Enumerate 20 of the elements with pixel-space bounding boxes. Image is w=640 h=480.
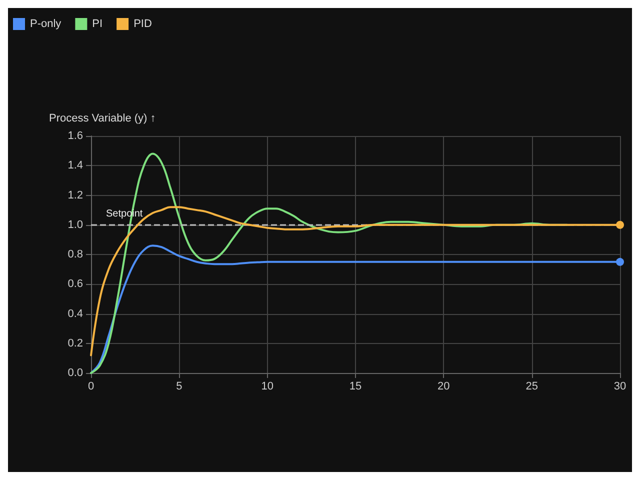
x-tick-label: 0 [88, 380, 94, 392]
y-tick-label: 0.6 [68, 278, 83, 290]
y-tick-label: 1.4 [68, 160, 83, 172]
x-tick-label: 10 [261, 380, 274, 392]
legend-label: PI [92, 18, 103, 30]
legend-label: PID [134, 18, 152, 30]
y-tick-label: 0.2 [68, 337, 83, 350]
x-tick-label: 25 [526, 380, 538, 392]
y-tick-label: 0.8 [68, 248, 83, 260]
y-axis-title: Process Variable (y) ↑ [49, 112, 156, 124]
y-tick-label: 1.0 [68, 218, 83, 231]
x-tick-label: 20 [438, 380, 450, 392]
x-tick-label: 15 [349, 380, 362, 392]
legend-label: P-only [30, 18, 62, 30]
y-tick-label: 0.4 [68, 308, 83, 320]
y-tick-label: 1.2 [68, 189, 83, 202]
x-tick-label: 5 [176, 380, 182, 392]
y-tick-label: 0.0 [68, 367, 83, 379]
y-tick-label: 1.6 [68, 130, 83, 142]
x-tick-label: 30 [614, 380, 626, 392]
